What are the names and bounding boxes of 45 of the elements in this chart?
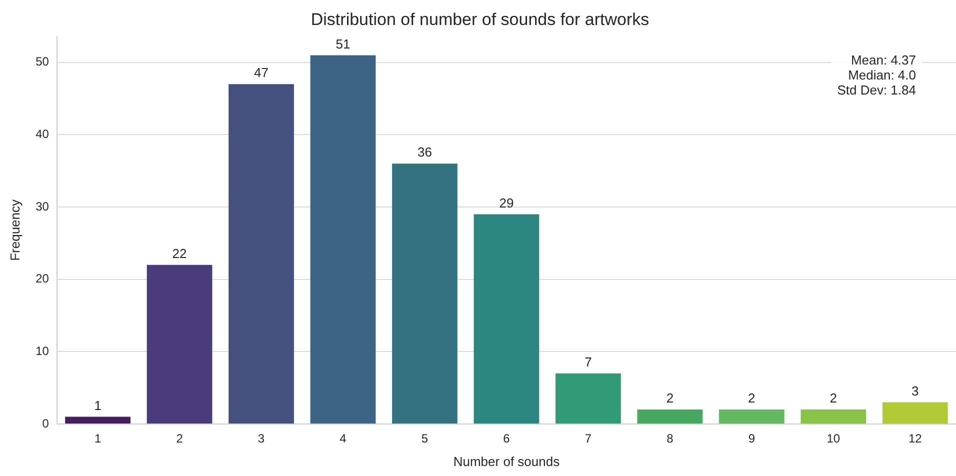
y-tick-label: 40 bbox=[36, 127, 50, 142]
y-tick-label: 30 bbox=[36, 199, 50, 214]
bar bbox=[392, 164, 458, 424]
y-tick-label: 0 bbox=[42, 416, 50, 430]
data-label: 47 bbox=[254, 65, 269, 80]
bar bbox=[800, 410, 866, 424]
chart-title: Distribution of number of sounds for artworks bbox=[310, 10, 650, 29]
bar bbox=[882, 402, 948, 424]
x-tick-label: 7 bbox=[584, 432, 592, 446]
annotation: Mean: 4.37 bbox=[850, 52, 916, 68]
annotation: Median: 4.0 bbox=[848, 67, 916, 82]
data-label: 3 bbox=[912, 383, 919, 398]
y-tick-label: 50 bbox=[36, 54, 50, 69]
data-label: 2 bbox=[666, 390, 674, 406]
data-label: 36 bbox=[418, 144, 432, 160]
bar bbox=[718, 410, 784, 424]
bar bbox=[556, 373, 621, 424]
bar bbox=[637, 410, 703, 424]
x-tick-label: 3 bbox=[258, 432, 265, 446]
x-tick-label: 5 bbox=[421, 432, 428, 446]
bar bbox=[474, 214, 540, 424]
bar bbox=[310, 55, 376, 424]
data-label: 7 bbox=[584, 354, 592, 370]
data-label: 2 bbox=[748, 390, 756, 406]
x-tick-label: 2 bbox=[176, 432, 184, 446]
bar bbox=[65, 416, 131, 424]
y-tick-label: 20 bbox=[36, 272, 50, 286]
data-label: 22 bbox=[172, 246, 187, 261]
data-label: 2 bbox=[830, 390, 838, 406]
data-label: 51 bbox=[336, 36, 350, 52]
x-tick-label: 6 bbox=[503, 432, 510, 446]
x-tick-label: 12 bbox=[908, 432, 922, 446]
y-tick-label: 10 bbox=[36, 344, 50, 358]
data-label: 29 bbox=[499, 195, 514, 210]
x-axis-title: Number of sounds bbox=[453, 454, 560, 469]
x-tick-label: 10 bbox=[826, 432, 840, 446]
bar bbox=[146, 264, 212, 424]
bar bbox=[228, 84, 294, 424]
data-label: 1 bbox=[94, 398, 102, 413]
x-tick-label: 8 bbox=[666, 432, 674, 446]
y-axis-title: Frequency bbox=[7, 198, 22, 261]
x-tick-label: 1 bbox=[94, 432, 102, 446]
x-tick-label: 9 bbox=[748, 432, 756, 446]
x-tick-label: 4 bbox=[340, 432, 347, 446]
annotation: Std Dev: 1.84 bbox=[837, 82, 916, 98]
